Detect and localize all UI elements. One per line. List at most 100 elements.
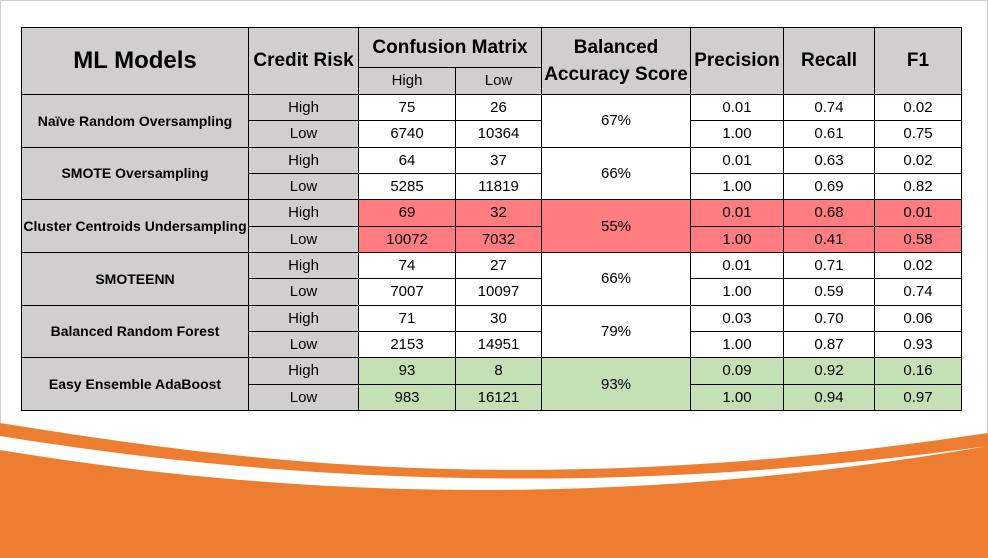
precision-cell: 1.00 [690, 120, 785, 148]
table-row: SMOTE Oversampling High 64 37 66% 0.01 0.63 0.0… [21, 146, 963, 201]
precision-cell: 0.01 [690, 146, 785, 174]
cm-high-cell: 71 [358, 304, 456, 332]
precision-cell: 1.00 [690, 172, 785, 201]
credit-risk-cell: High [248, 357, 359, 385]
cm-high-cell: 7007 [358, 278, 456, 306]
balanced-accuracy-cell: 93% [541, 357, 692, 411]
header-ml-models: ML Models [21, 27, 249, 95]
credit-risk-cell: Low [248, 330, 359, 359]
precision-cell: 1.00 [690, 225, 785, 253]
model-name-cell: SMOTE Oversampling [21, 146, 249, 201]
f1-cell: 0.82 [874, 172, 963, 201]
credit-risk-cell: High [248, 304, 359, 332]
precision-cell: 0.01 [690, 93, 785, 122]
cm-low-cell: 16121 [454, 383, 543, 412]
cm-low-cell: 30 [454, 304, 543, 332]
f1-cell: 0.93 [874, 330, 963, 359]
balanced-accuracy-cell: 79% [541, 304, 692, 359]
header-cm-high: High [358, 67, 456, 95]
precision-cell: 1.00 [690, 278, 785, 306]
header-recall: Recall [783, 27, 876, 95]
model-name-cell: Naïve Random Oversampling [21, 94, 249, 148]
precision-cell: 1.00 [690, 383, 785, 412]
credit-risk-cell: Low [248, 172, 359, 201]
recall-cell: 0.70 [783, 304, 876, 332]
recall-cell: 0.71 [783, 251, 876, 280]
recall-cell: 0.94 [783, 383, 876, 412]
f1-cell: 0.06 [874, 304, 963, 332]
header-f1: F1 [874, 27, 963, 95]
credit-risk-cell: Low [248, 383, 359, 412]
cm-low-cell: 11819 [454, 172, 543, 201]
recall-cell: 0.74 [783, 93, 876, 122]
table-row: Naïve Random Oversampling High 75 26 67% 0.01… [21, 93, 963, 148]
results-table: ML Models Credit Risk Confusion Matrix B… [21, 27, 963, 412]
cm-high-cell: 69 [358, 199, 456, 227]
model-name-cell: Balanced Random Forest [21, 304, 249, 359]
cm-low-cell: 26 [454, 93, 543, 122]
credit-risk-cell: High [248, 251, 359, 280]
table-row: Low 7007 10097 1.00 0.59 0.74 [22, 278, 963, 306]
precision-cell: 0.01 [690, 199, 785, 227]
table-row: Low 5285 11819 1.00 0.69 0.82 [22, 172, 963, 201]
bottom-wave-decoration [0, 423, 988, 558]
header-balanced-line2: Accuracy Score [544, 64, 688, 85]
cm-low-cell: 7032 [454, 225, 543, 253]
f1-cell: 0.01 [874, 199, 963, 227]
precision-cell: 0.01 [690, 251, 785, 280]
credit-risk-cell: High [248, 93, 359, 122]
f1-cell: 0.02 [874, 93, 963, 122]
cm-low-cell: 14951 [454, 330, 543, 359]
credit-risk-cell: Low [248, 120, 359, 148]
header-credit-risk: Credit Risk [248, 27, 359, 95]
model-name-cell: Easy Ensemble AdaBoost [21, 357, 249, 411]
credit-risk-cell: High [248, 146, 359, 174]
credit-risk-cell: Low [248, 225, 359, 253]
f1-cell: 0.16 [874, 357, 963, 385]
cm-low-cell: 10097 [454, 278, 543, 306]
recall-cell: 0.69 [783, 172, 876, 201]
f1-cell: 0.97 [874, 383, 963, 412]
recall-cell: 0.92 [783, 357, 876, 385]
model-name-cell: Cluster Centroids Undersampling [21, 199, 249, 253]
precision-cell: 0.03 [690, 304, 785, 332]
table-body: Naïve Random Oversampling High 75 26 67% 0.01… [21, 93, 963, 412]
table-row: Balanced Random Forest High 71 30 79% 0.03 0.7… [21, 304, 963, 359]
header-confusion-matrix: Confusion Matrix [357, 27, 543, 68]
header-cm-low: Low [454, 67, 543, 95]
wave-orange-fill [0, 423, 988, 558]
cm-low-cell: 32 [454, 199, 543, 227]
cm-high-cell: 2153 [358, 330, 456, 359]
cm-high-cell: 983 [358, 383, 456, 412]
cm-low-cell: 37 [454, 146, 543, 174]
f1-cell: 0.02 [874, 251, 963, 280]
cm-high-cell: 74 [358, 251, 456, 280]
cm-high-cell: 93 [358, 357, 456, 385]
recall-cell: 0.41 [783, 225, 876, 253]
balanced-accuracy-cell: 55% [541, 199, 692, 253]
table-row: SMOTEENN High 74 27 66% 0.01 0.71 0.02 [21, 251, 963, 306]
recall-cell: 0.68 [783, 199, 876, 227]
table-row: Low 983 16121 1.00 0.94 0.97 [22, 383, 963, 412]
cm-low-cell: 8 [454, 357, 543, 385]
recall-cell: 0.61 [783, 120, 876, 148]
wave-white-band [0, 436, 988, 490]
credit-risk-cell: Low [248, 278, 359, 306]
header-balanced-accuracy: Balanced Accuracy Score [541, 27, 692, 95]
table-row: Low 10072 7032 1.00 0.41 0.58 [22, 225, 963, 253]
recall-cell: 0.63 [783, 146, 876, 174]
balanced-accuracy-cell: 66% [541, 146, 692, 201]
balanced-accuracy-cell: 67% [541, 94, 692, 148]
recall-cell: 0.87 [783, 330, 876, 359]
table-row: Cluster Centroids Undersampling High 69 32 5… [21, 199, 963, 253]
recall-cell: 0.59 [783, 278, 876, 306]
balanced-accuracy-cell: 66% [541, 251, 692, 306]
cm-low-cell: 10364 [454, 120, 543, 148]
cm-high-cell: 75 [358, 93, 456, 122]
f1-cell: 0.58 [874, 225, 963, 253]
header-precision: Precision [690, 27, 785, 95]
cm-low-cell: 27 [454, 251, 543, 280]
precision-cell: 0.09 [690, 357, 785, 385]
cm-high-cell: 64 [358, 146, 456, 174]
model-name-cell: SMOTEENN [21, 251, 249, 306]
